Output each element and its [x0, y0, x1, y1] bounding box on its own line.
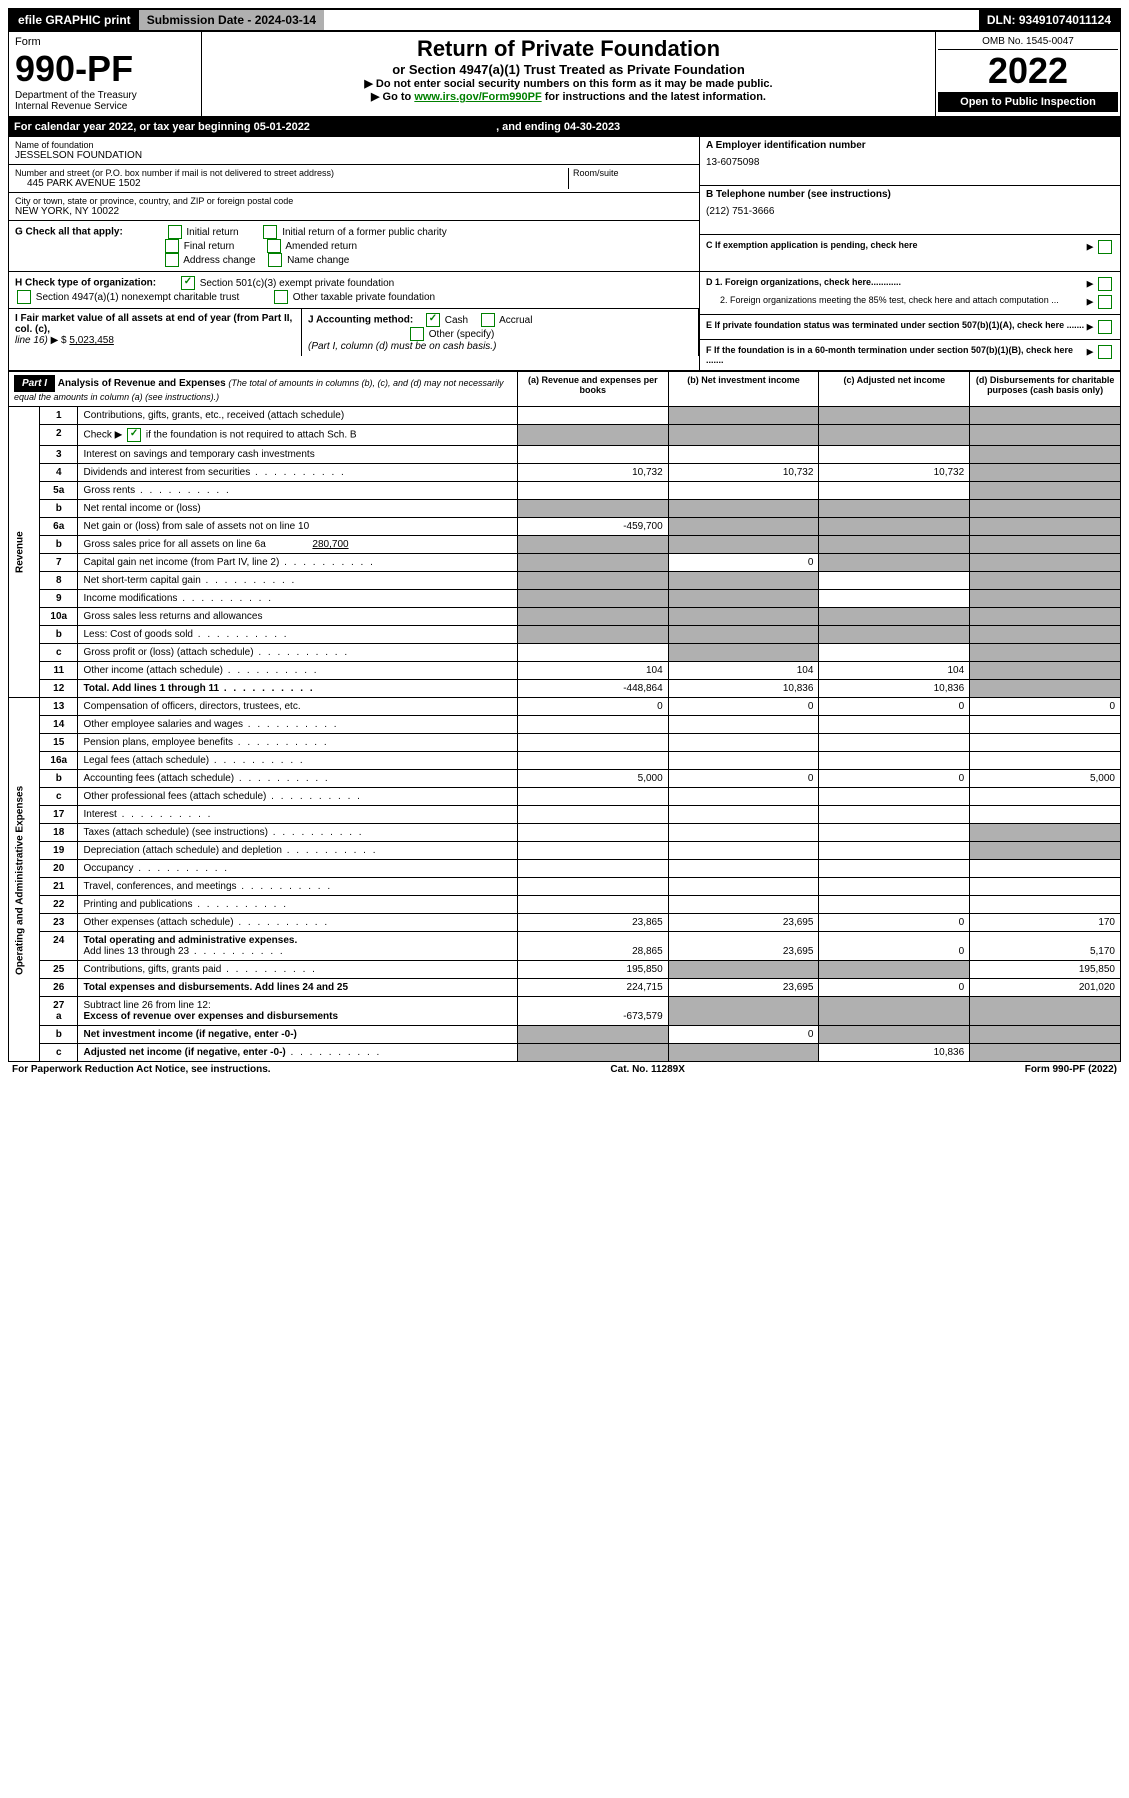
- tax-year: 2022: [938, 50, 1118, 92]
- addr-label: Number and street (or P.O. box number if…: [15, 168, 568, 178]
- checkbox-address[interactable]: [165, 253, 179, 267]
- checkbox-c[interactable]: [1098, 240, 1112, 254]
- entity-info: Name of foundation JESSELSON FOUNDATION …: [8, 137, 1121, 371]
- f-label: F If the foundation is in a 60-month ter…: [706, 345, 1087, 365]
- foundation-name: JESSELSON FOUNDATION: [15, 150, 693, 161]
- city-value: NEW YORK, NY 10022: [15, 206, 693, 217]
- checkbox-accrual[interactable]: [481, 313, 495, 327]
- i-section: I Fair market value of all assets at end…: [9, 309, 302, 356]
- fmv-value: 5,023,458: [69, 335, 114, 346]
- city-label: City or town, state or province, country…: [15, 196, 693, 206]
- col-d: (d) Disbursements for charitable purpose…: [970, 372, 1121, 407]
- ein-value: 13-6075098: [706, 151, 1114, 168]
- form-number: 990-PF: [15, 48, 195, 90]
- d1-label: D 1. Foreign organizations, check here..…: [706, 277, 1087, 287]
- checkbox-amended[interactable]: [267, 239, 281, 253]
- submission-date: Submission Date - 2024-03-14: [139, 10, 324, 30]
- e-label: E If private foundation status was termi…: [706, 320, 1087, 330]
- d2-label: 2. Foreign organizations meeting the 85%…: [706, 295, 1087, 305]
- checkbox-e[interactable]: [1098, 320, 1112, 334]
- j-section: J Accounting method: Cash Accrual Other …: [302, 309, 699, 356]
- checkbox-d2[interactable]: [1098, 295, 1112, 309]
- irs-label: Internal Revenue Service: [15, 101, 195, 112]
- checkbox-initial-former[interactable]: [263, 225, 277, 239]
- checkbox-other-tax[interactable]: [274, 290, 288, 304]
- ein-label: A Employer identification number: [706, 140, 1114, 151]
- footer-right: Form 990-PF (2022): [1025, 1064, 1117, 1075]
- footer: For Paperwork Reduction Act Notice, see …: [8, 1062, 1121, 1077]
- form-label: Form: [15, 36, 195, 48]
- checkbox-d1[interactable]: [1098, 277, 1112, 291]
- h-section: H Check type of organization: Section 50…: [9, 272, 699, 309]
- checkbox-other-method[interactable]: [410, 327, 424, 341]
- dln-label: DLN: 93491074011124: [979, 10, 1119, 30]
- room-label: Room/suite: [573, 168, 693, 178]
- checkbox-initial[interactable]: [168, 225, 182, 239]
- phone-value: (212) 751-3666: [706, 200, 1114, 217]
- checkbox-4947[interactable]: [17, 290, 31, 304]
- col-a: (a) Revenue and expenses per books: [517, 372, 668, 407]
- footer-left: For Paperwork Reduction Act Notice, see …: [12, 1064, 271, 1075]
- efile-label: efile GRAPHIC print: [10, 10, 139, 30]
- open-public-label: Open to Public Inspection: [938, 92, 1118, 112]
- main-title: Return of Private Foundation: [210, 36, 927, 62]
- omb-label: OMB No. 1545-0047: [938, 34, 1118, 50]
- footer-mid: Cat. No. 11289X: [610, 1064, 684, 1075]
- checkbox-501c3[interactable]: [181, 276, 195, 290]
- expenses-label: Operating and Administrative Expenses: [9, 698, 40, 1062]
- phone-label: B Telephone number (see instructions): [706, 189, 1114, 200]
- calendar-year-row: For calendar year 2022, or tax year begi…: [8, 117, 1121, 137]
- c-label: C If exemption application is pending, c…: [706, 240, 1087, 250]
- checkbox-cash[interactable]: [426, 313, 440, 327]
- part1-table: Part I Analysis of Revenue and Expenses …: [8, 371, 1121, 1062]
- checkbox-final[interactable]: [165, 239, 179, 253]
- revenue-label: Revenue: [9, 407, 40, 698]
- checkbox-schb[interactable]: [127, 428, 141, 442]
- address: 445 PARK AVENUE 1502: [15, 178, 568, 189]
- form-link[interactable]: www.irs.gov/Form990PF: [414, 91, 541, 103]
- col-c: (c) Adjusted net income: [819, 372, 970, 407]
- dept-label: Department of the Treasury: [15, 90, 195, 101]
- form-header: Form 990-PF Department of the Treasury I…: [8, 32, 1121, 117]
- checkbox-f[interactable]: [1098, 345, 1112, 359]
- col-b: (b) Net investment income: [668, 372, 819, 407]
- top-bar: efile GRAPHIC print Submission Date - 20…: [8, 8, 1121, 32]
- sub-title: or Section 4947(a)(1) Trust Treated as P…: [210, 62, 927, 77]
- checkbox-name[interactable]: [268, 253, 282, 267]
- instr-1: Do not enter social security numbers on …: [210, 77, 927, 90]
- g-section: G Check all that apply: Initial return I…: [9, 221, 699, 272]
- name-label: Name of foundation: [15, 140, 693, 150]
- part1-label: Part I: [14, 375, 55, 392]
